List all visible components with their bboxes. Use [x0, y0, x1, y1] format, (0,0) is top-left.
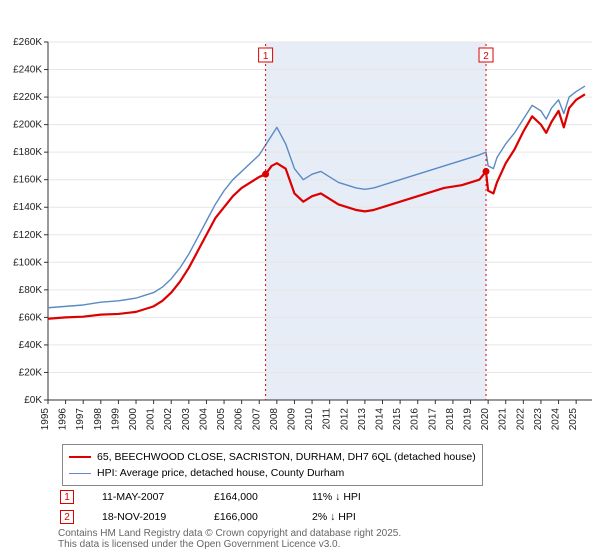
- marker-cell: £164,000: [214, 488, 310, 506]
- price-chart: £0K £20K £40K £60K £80K £100K £120K £140K £160K £…: [0, 0, 600, 440]
- svg-text:1999: 1999: [110, 408, 121, 431]
- legend-swatch: [69, 456, 91, 458]
- svg-text:2025: 2025: [568, 408, 579, 431]
- credit-line1: Contains HM Land Registry data © Crown c…: [58, 528, 401, 539]
- svg-text:2012: 2012: [339, 408, 350, 431]
- marker-index-box: 1: [60, 490, 74, 504]
- legend-item: 65, BEECHWOOD CLOSE, SACRISTON, DURHAM, …: [69, 449, 476, 465]
- svg-text:2021: 2021: [498, 408, 509, 431]
- credit-text: Contains HM Land Registry data © Crown c…: [58, 528, 401, 550]
- svg-text:2004: 2004: [198, 408, 209, 431]
- svg-text:2024: 2024: [551, 408, 562, 431]
- legend-label: HPI: Average price, detached house, Coun…: [97, 467, 344, 479]
- svg-text:1997: 1997: [75, 408, 86, 431]
- svg-text:2011: 2011: [322, 408, 333, 430]
- marker-row: 1 11-MAY-2007£164,00011% ↓ HPI: [60, 488, 402, 506]
- svg-text:£140K: £140K: [13, 202, 42, 213]
- marker-cell: 11% ↓ HPI: [312, 488, 402, 506]
- marker-cell: 2: [60, 508, 100, 526]
- svg-text:£220K: £220K: [13, 92, 42, 103]
- svg-text:2: 2: [483, 51, 489, 62]
- svg-text:2001: 2001: [146, 408, 157, 431]
- svg-text:2002: 2002: [163, 408, 174, 431]
- marker-cell: 11-MAY-2007: [102, 488, 212, 506]
- marker-row: 2 18-NOV-2019£166,0002% ↓ HPI: [60, 508, 402, 526]
- svg-text:2003: 2003: [181, 408, 192, 431]
- svg-text:2014: 2014: [374, 408, 385, 431]
- svg-text:1: 1: [263, 51, 269, 62]
- svg-text:2006: 2006: [234, 408, 245, 431]
- svg-text:£200K: £200K: [13, 120, 42, 131]
- legend-swatch: [69, 473, 91, 474]
- svg-text:2005: 2005: [216, 408, 227, 431]
- svg-text:£240K: £240K: [13, 65, 42, 76]
- svg-text:2009: 2009: [286, 408, 297, 431]
- svg-text:£260K: £260K: [13, 37, 42, 48]
- svg-text:£40K: £40K: [19, 340, 43, 351]
- svg-text:£20K: £20K: [19, 367, 43, 378]
- svg-text:£60K: £60K: [19, 312, 43, 323]
- svg-text:2018: 2018: [445, 408, 456, 431]
- svg-text:£120K: £120K: [13, 230, 42, 241]
- svg-text:2016: 2016: [410, 408, 421, 431]
- svg-text:1998: 1998: [93, 408, 104, 431]
- svg-text:2008: 2008: [269, 408, 280, 431]
- svg-text:£80K: £80K: [19, 285, 43, 296]
- svg-text:£100K: £100K: [13, 257, 42, 268]
- legend-label: 65, BEECHWOOD CLOSE, SACRISTON, DURHAM, …: [97, 451, 476, 463]
- svg-text:2000: 2000: [128, 408, 139, 431]
- svg-text:2007: 2007: [251, 408, 262, 431]
- svg-text:2020: 2020: [480, 408, 491, 431]
- marker-cell: 2% ↓ HPI: [312, 508, 402, 526]
- marker-index-box: 2: [60, 510, 74, 524]
- svg-text:2013: 2013: [357, 408, 368, 431]
- svg-text:£180K: £180K: [13, 147, 42, 158]
- svg-text:£0K: £0K: [24, 395, 42, 406]
- svg-text:2010: 2010: [304, 408, 315, 431]
- svg-text:2019: 2019: [463, 408, 474, 431]
- svg-text:2022: 2022: [515, 408, 526, 431]
- svg-text:2023: 2023: [533, 408, 544, 431]
- credit-line2: This data is licensed under the Open Gov…: [58, 539, 401, 550]
- svg-text:£160K: £160K: [13, 175, 42, 186]
- marker-cell: 18-NOV-2019: [102, 508, 212, 526]
- legend-item: HPI: Average price, detached house, Coun…: [69, 465, 476, 481]
- svg-text:2015: 2015: [392, 408, 403, 431]
- svg-text:1995: 1995: [40, 408, 51, 431]
- svg-text:1996: 1996: [58, 408, 69, 431]
- marker-cell: 1: [60, 488, 100, 506]
- svg-text:2017: 2017: [427, 408, 438, 431]
- marker-cell: £166,000: [214, 508, 310, 526]
- marker-table: 1 11-MAY-2007£164,00011% ↓ HPI 2 18-NOV-201…: [58, 486, 404, 528]
- legend: 65, BEECHWOOD CLOSE, SACRISTON, DURHAM, …: [62, 444, 483, 486]
